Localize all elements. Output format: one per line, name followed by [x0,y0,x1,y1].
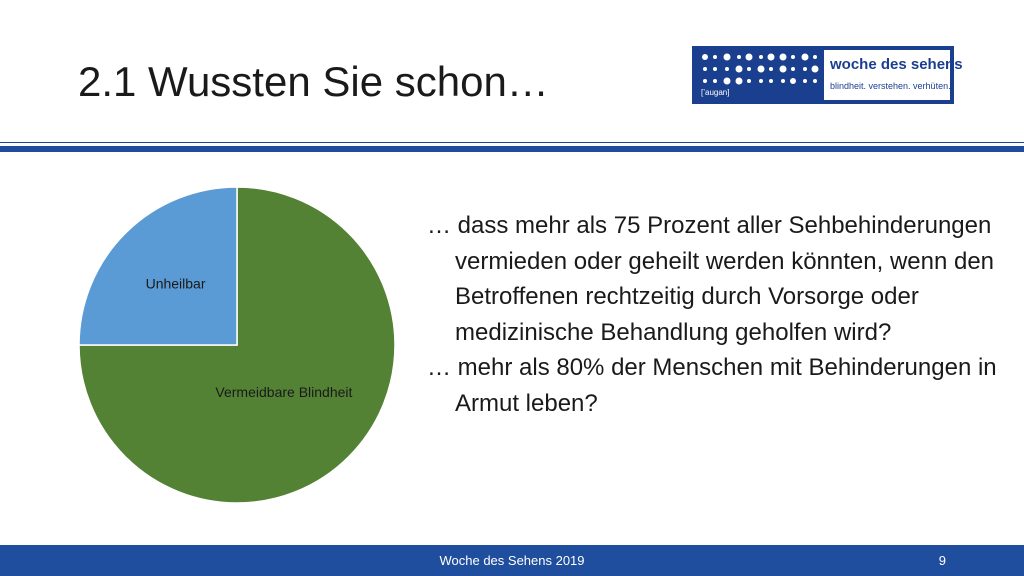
pie-slice-unheilbar [78,186,238,346]
body-paragraph-1: … dass mehr als 75 Prozent aller Sehbehi… [427,212,995,346]
slide-body: … dass mehr als 75 Prozent aller Sehbehi… [427,208,997,421]
logo-name: woche des sehens [830,56,963,73]
braille-dots-icon [702,53,819,85]
footer-text: Woche des Sehens 2019 [439,553,585,568]
pie-chart: Vermeidbare Blindheit Unheilbar [78,186,396,504]
slide-title: 2.1 Wussten Sie schon… [78,58,549,105]
footer-bar: Woche des Sehens 2019 9 [0,545,1024,576]
page-number: 9 [938,553,946,568]
woche-des-sehens-logo: [’augan] woche des sehens blindheit. ver… [692,46,963,104]
logo-text-box: woche des sehens blindheit. verstehen. v… [824,50,963,100]
body-paragraph-2: … mehr als 80% der Menschen mit Behinder… [427,354,997,417]
header-divider-thick [0,146,1024,152]
header-divider-thin [0,142,1024,143]
pie-label-vermeidbare-blindheit: Vermeidbare Blindheit [215,384,352,400]
logo-small-label: [’augan] [701,88,730,97]
pie-label-unheilbar: Unheilbar [146,276,206,292]
logo-tagline: blindheit. verstehen. verhüten. [830,81,951,91]
